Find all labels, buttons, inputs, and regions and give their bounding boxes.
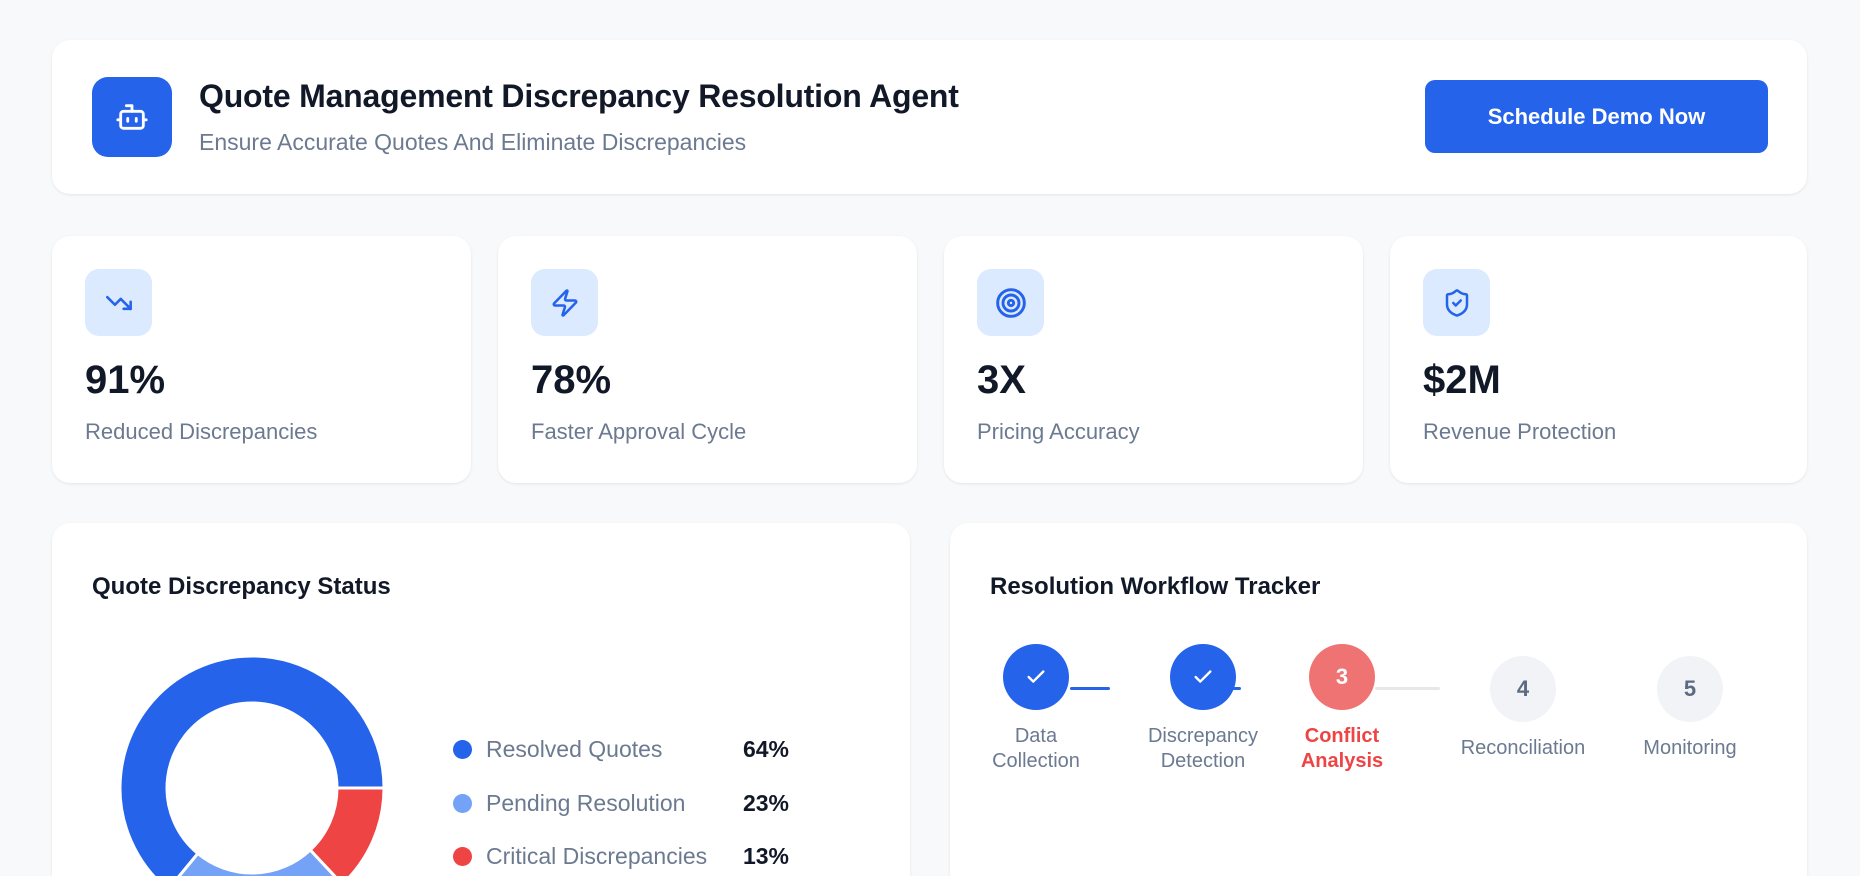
- step-label: Data Collection: [992, 725, 1080, 772]
- stat-card-pricing-accuracy: 3X Pricing Accuracy: [944, 236, 1363, 483]
- step-circle: [1003, 644, 1069, 710]
- legend-dot-icon: [453, 740, 472, 760]
- stat-card-faster-approval: 78% Faster Approval Cycle: [498, 236, 917, 483]
- donut-chart: [118, 654, 386, 876]
- workflow-stepper: Data Collection Discrepancy Detection: [950, 523, 1807, 876]
- header-card: Quote Management Discrepancy Resolution …: [52, 40, 1807, 194]
- legend-value: 23%: [742, 789, 789, 816]
- step-label: Discrepancy Detection: [1147, 725, 1259, 772]
- legend-value: 13%: [742, 843, 789, 870]
- target-icon: [977, 269, 1044, 336]
- trending-down-icon: [85, 269, 152, 336]
- legend-value: 64%: [742, 736, 789, 763]
- stat-value: 91%: [85, 358, 166, 402]
- stat-value: 78%: [531, 358, 612, 402]
- workflow-step-data-collection[interactable]: Data Collection: [966, 644, 1106, 774]
- chart-legend: Resolved Quotes 64% Pending Resolution 2…: [453, 723, 789, 876]
- check-icon: [1194, 670, 1212, 683]
- schedule-demo-button[interactable]: Schedule Demo Now: [1425, 80, 1768, 153]
- discrepancy-status-panel: Quote Discrepancy Status Resolved Quotes…: [52, 523, 910, 876]
- stat-value: 3X: [977, 358, 1026, 402]
- step-connector: [1070, 687, 1110, 690]
- step-label: Monitoring: [1643, 737, 1737, 759]
- legend-item-resolved: Resolved Quotes 64%: [453, 723, 789, 777]
- stat-card-reduced-discrepancies: 91% Reduced Discrepancies: [52, 236, 471, 483]
- panel-title: Quote Discrepancy Status: [92, 573, 391, 600]
- panel-title: Resolution Workflow Tracker: [990, 573, 1321, 600]
- robot-icon: [92, 77, 172, 157]
- legend-label: Resolved Quotes: [486, 736, 663, 763]
- step-label: Conflict Analysis: [1300, 725, 1384, 772]
- step-circle: [1170, 644, 1236, 710]
- stat-value: $2M: [1423, 358, 1501, 402]
- workflow-step-reconciliation[interactable]: 4 Reconciliation: [1453, 656, 1593, 761]
- page-title: Quote Management Discrepancy Resolution …: [199, 78, 959, 114]
- legend-dot-icon: [453, 847, 472, 867]
- stat-label: Revenue Protection: [1423, 419, 1617, 444]
- legend-item-critical: Critical Discrepancies 13%: [453, 830, 789, 876]
- lightning-icon: [531, 269, 598, 336]
- donut-segment-critical[interactable]: [308, 786, 386, 876]
- step-circle: 5: [1657, 656, 1723, 722]
- legend-item-pending: Pending Resolution 23%: [453, 777, 789, 831]
- step-label: Reconciliation: [1460, 737, 1586, 759]
- check-icon: [1027, 670, 1045, 683]
- legend-label: Critical Discrepancies: [486, 843, 708, 870]
- legend-label: Pending Resolution: [486, 789, 686, 816]
- shield-check-icon: [1423, 269, 1490, 336]
- stat-label: Faster Approval Cycle: [531, 419, 747, 444]
- page-subtitle: Ensure Accurate Quotes And Eliminate Dis…: [199, 129, 747, 155]
- workflow-step-discrepancy-detection[interactable]: Discrepancy Detection: [1133, 644, 1273, 774]
- stat-card-revenue-protection: $2M Revenue Protection: [1390, 236, 1807, 483]
- step-circle: 3: [1309, 644, 1375, 710]
- workflow-tracker-panel: Resolution Workflow Tracker Data Collect…: [950, 523, 1807, 876]
- stat-label: Pricing Accuracy: [977, 419, 1140, 444]
- workflow-step-monitoring[interactable]: 5 Monitoring: [1620, 656, 1760, 761]
- workflow-step-conflict-analysis[interactable]: 3 Conflict Analysis: [1272, 644, 1412, 774]
- legend-dot-icon: [453, 793, 472, 813]
- stat-label: Reduced Discrepancies: [85, 419, 318, 444]
- step-circle: 4: [1490, 656, 1556, 722]
- step-connector: [1375, 687, 1440, 690]
- donut-segment-resolved[interactable]: [118, 654, 386, 876]
- donut-segment-pending[interactable]: [168, 847, 342, 876]
